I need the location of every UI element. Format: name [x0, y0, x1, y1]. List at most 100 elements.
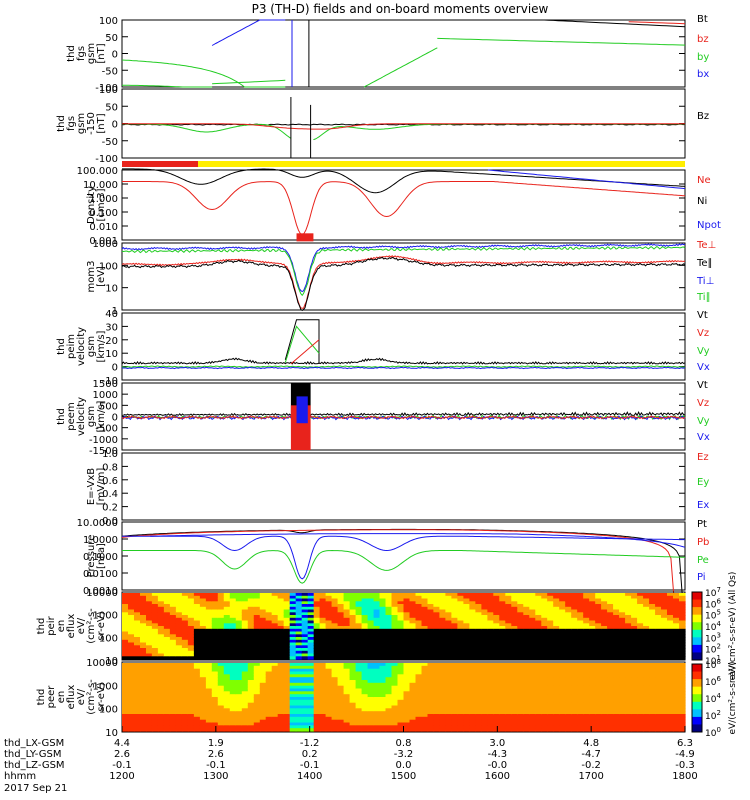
spectro-cell — [295, 637, 303, 641]
spectro-cell — [379, 631, 387, 635]
spectro-cell — [163, 694, 171, 698]
spectro-cell — [415, 648, 423, 652]
spectro-cell — [175, 665, 183, 670]
spectro-cell — [361, 725, 369, 729]
spectro-cell — [649, 702, 656, 707]
spectro-cell — [655, 609, 662, 613]
spectro-cell — [379, 645, 387, 649]
spectro-cell — [589, 680, 596, 684]
spectro-cell — [319, 637, 327, 641]
spectro-cell — [211, 617, 219, 622]
spectro-cell — [229, 671, 237, 675]
spectro-cell — [337, 620, 345, 624]
spectro-cell — [427, 694, 435, 698]
spectro-cell — [295, 702, 303, 707]
spectro-cell — [307, 609, 315, 613]
spectro-cell — [391, 671, 399, 675]
spectro-cell — [241, 628, 249, 633]
spectro-cell — [289, 725, 297, 729]
spectro-cell — [655, 628, 662, 633]
spectro-cell — [265, 674, 273, 678]
spectro-cell — [679, 595, 686, 600]
spectro-cell — [140, 617, 147, 622]
spectro-cell — [559, 648, 566, 652]
spectro-cell — [487, 680, 494, 684]
spectro-cell — [547, 697, 554, 701]
spectro-cell — [235, 620, 243, 624]
spectro-cell — [571, 648, 578, 652]
spectro-cell — [529, 716, 536, 721]
spectro-cell — [343, 685, 351, 690]
y-tick-label: 100 — [99, 633, 118, 644]
spectro-cell — [397, 598, 405, 602]
spectro-cell — [379, 691, 387, 695]
spectro-cell — [625, 609, 632, 613]
spectro-cell — [337, 617, 345, 622]
spectro-cell — [499, 650, 506, 655]
spectro-cell — [457, 617, 464, 622]
spectro-cell — [229, 626, 237, 630]
spectro-cell — [583, 702, 590, 707]
y-axis-label: [nT] — [96, 43, 107, 63]
spectro-cell — [181, 685, 189, 690]
spectro-cell — [571, 615, 578, 619]
spectro-cell — [187, 634, 195, 638]
spectro-cell — [505, 668, 512, 673]
spectro-cell — [343, 615, 351, 619]
spectro-cell — [403, 604, 411, 608]
spectro-cell — [128, 682, 135, 687]
spectro-cell — [625, 653, 632, 657]
spectro-cell — [146, 601, 153, 605]
spectro-cell — [655, 699, 662, 704]
spectro-cell — [187, 688, 195, 692]
y-axis-label: gsm — [86, 406, 97, 427]
spectro-cell — [134, 688, 141, 692]
spectro-cell — [277, 699, 285, 704]
spectro-cell — [463, 615, 470, 619]
spectro-cell — [523, 609, 530, 613]
spectro-cell — [259, 719, 267, 724]
spectro-cell — [577, 697, 584, 701]
spectro-cell — [331, 671, 339, 675]
spectro-cell — [595, 697, 602, 701]
spectro-cell — [277, 612, 285, 616]
spectro-cell — [205, 653, 213, 657]
spectro-cell — [241, 682, 249, 687]
spectro-cell — [523, 598, 530, 602]
spectro-cell — [619, 682, 626, 687]
spectro-cell — [475, 699, 482, 704]
spectro-cell — [223, 694, 231, 698]
spectro-cell — [319, 714, 327, 718]
spectro-cell — [163, 620, 171, 624]
spectro-cell — [565, 612, 572, 616]
x-row-value: 0.0 — [396, 760, 412, 771]
spectro-cell — [211, 699, 219, 704]
spectro-cell — [415, 677, 423, 681]
spectro-cell — [607, 688, 614, 692]
spectro-cell — [631, 626, 638, 630]
spectro-cell — [649, 680, 656, 684]
spectro-cell — [199, 688, 207, 692]
spectro-cell — [529, 606, 536, 611]
spectro-cell — [673, 648, 680, 652]
x-row-value: 6.3 — [677, 738, 693, 749]
spectro-cell — [175, 671, 183, 675]
spectro-cell — [217, 650, 225, 655]
spectro-cell — [235, 604, 243, 608]
spectro-cell — [301, 714, 309, 718]
spectro-cell — [433, 705, 440, 709]
spectro-cell — [625, 656, 632, 660]
spectro-cell — [157, 728, 165, 732]
spectro-cell — [481, 680, 488, 684]
spectro-cell — [631, 653, 638, 657]
spectro-cell — [541, 617, 548, 622]
spectro-cell — [667, 604, 674, 608]
spectro-cell — [211, 708, 219, 712]
spectro-cell — [421, 688, 429, 692]
spectro-cell — [577, 716, 584, 721]
spectro-cell — [679, 606, 686, 611]
spectro-cell — [385, 595, 393, 600]
spectro-cell — [385, 691, 393, 695]
